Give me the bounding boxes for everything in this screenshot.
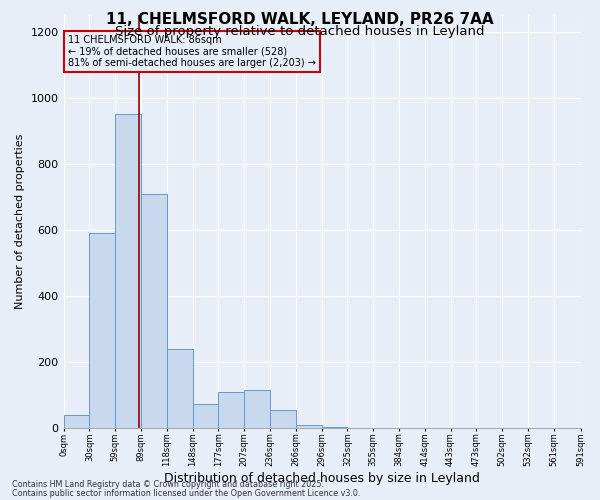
Text: Contains HM Land Registry data © Crown copyright and database right 2025.: Contains HM Land Registry data © Crown c… — [12, 480, 324, 489]
Bar — [115, 114, 141, 428]
Bar — [89, 234, 115, 428]
Y-axis label: Number of detached properties: Number of detached properties — [15, 134, 25, 310]
Bar — [64, 415, 89, 428]
Bar — [218, 392, 244, 428]
Bar — [141, 194, 167, 428]
Bar — [193, 404, 218, 428]
Text: 11, CHELMSFORD WALK, LEYLAND, PR26 7AA: 11, CHELMSFORD WALK, LEYLAND, PR26 7AA — [106, 12, 494, 28]
Text: Size of property relative to detached houses in Leyland: Size of property relative to detached ho… — [115, 25, 485, 38]
Text: Contains public sector information licensed under the Open Government Licence v3: Contains public sector information licen… — [12, 488, 361, 498]
Bar — [167, 349, 193, 428]
Bar — [244, 390, 270, 428]
X-axis label: Distribution of detached houses by size in Leyland: Distribution of detached houses by size … — [164, 472, 480, 485]
Text: 11 CHELMSFORD WALK: 86sqm
← 19% of detached houses are smaller (528)
81% of semi: 11 CHELMSFORD WALK: 86sqm ← 19% of detac… — [68, 35, 316, 68]
Bar — [270, 410, 296, 428]
Bar — [296, 425, 322, 428]
